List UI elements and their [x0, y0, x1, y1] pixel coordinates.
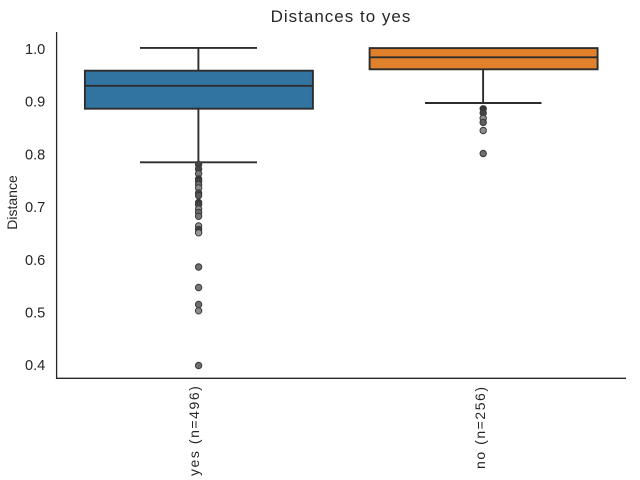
svg-text:1.0: 1.0: [25, 42, 45, 58]
svg-text:0.4: 0.4: [25, 358, 45, 374]
svg-text:0.7: 0.7: [25, 200, 45, 216]
svg-text:0.6: 0.6: [25, 253, 45, 269]
svg-text:0.9: 0.9: [25, 95, 45, 111]
svg-text:0.5: 0.5: [25, 306, 45, 322]
svg-text:Distance: Distance: [4, 175, 20, 230]
svg-text:Distances to yes: Distances to yes: [271, 7, 412, 26]
svg-text:no (n=256): no (n=256): [472, 385, 488, 469]
svg-text:yes (n=496): yes (n=496): [186, 385, 202, 476]
svg-text:0.8: 0.8: [25, 147, 45, 163]
